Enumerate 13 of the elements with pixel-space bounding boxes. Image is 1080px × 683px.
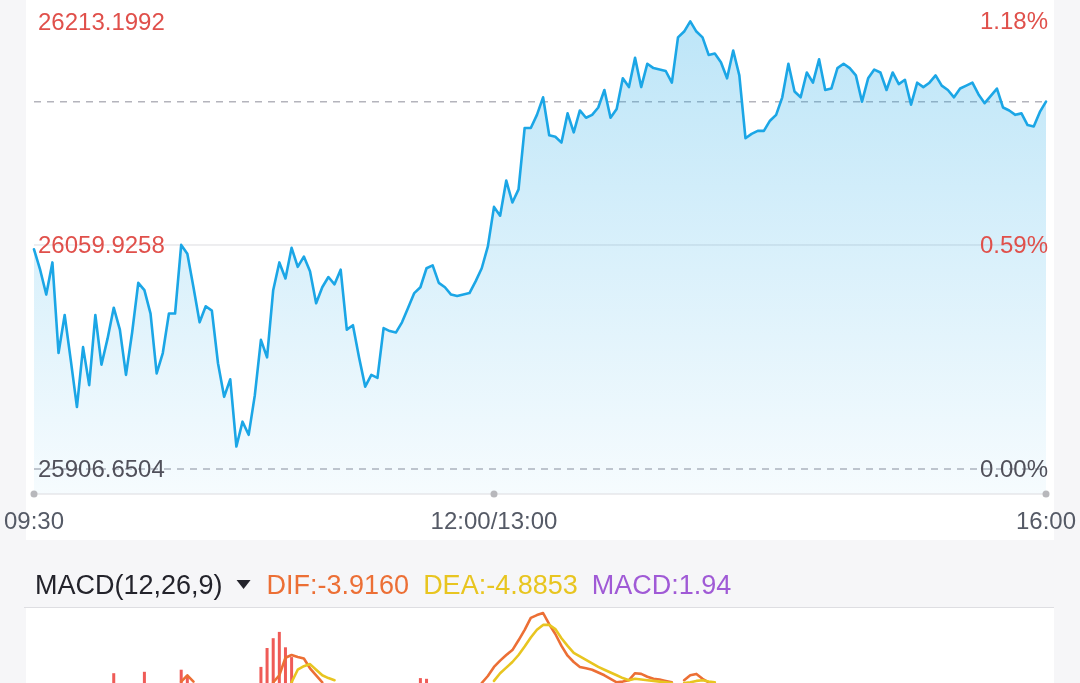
y2-tick-label: 0.00% — [979, 455, 1048, 483]
y-tick-label: 26059.9258 — [38, 231, 165, 259]
x-tick-label: 16:00 — [1015, 506, 1077, 534]
text: MACD:1.94 — [591, 570, 732, 600]
chart-title: MACD(12,26,9) — [35, 570, 223, 600]
y-tick-label: 26213.1992 — [38, 7, 165, 35]
series-label: DEA:-4.8853 — [423, 570, 578, 600]
y2-tick-label: 1.18% — [979, 7, 1048, 35]
x-tick-label: 12:00/13:00 — [430, 506, 558, 534]
x-tick-label: 09:30 — [3, 506, 65, 534]
y2-tick-label: 0.59% — [979, 231, 1048, 259]
text: DIF:-3.9160 — [266, 570, 410, 600]
y-tick-label: 25906.6504 — [38, 455, 165, 483]
